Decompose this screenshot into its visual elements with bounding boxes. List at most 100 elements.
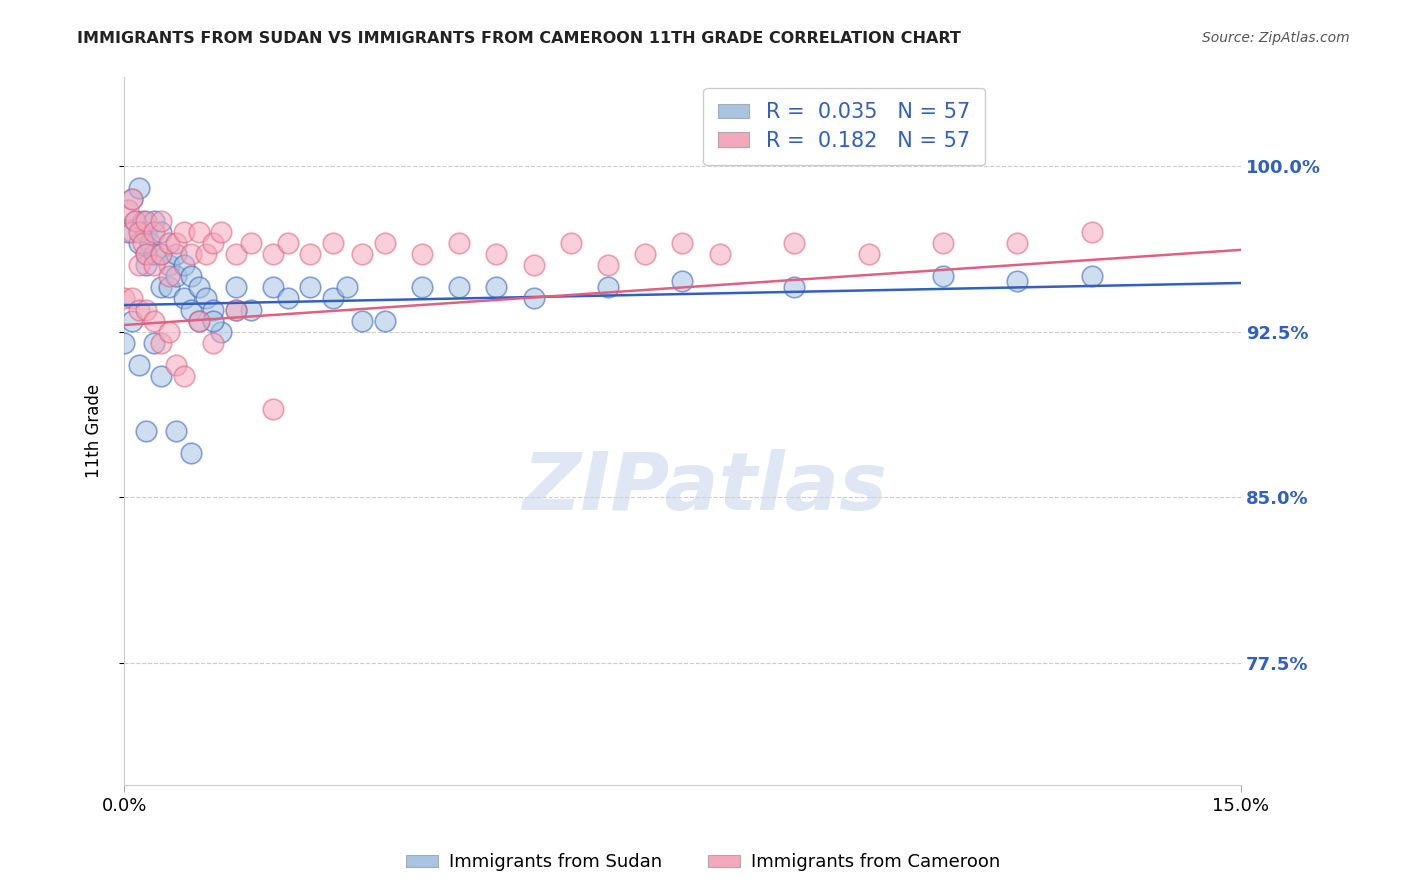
- Point: [135, 214, 157, 228]
- Point: [157, 269, 180, 284]
- Point: [135, 424, 157, 438]
- Point: [135, 225, 157, 239]
- Point: [132, 214, 155, 228]
- Point: [277, 292, 299, 306]
- Point: [142, 225, 165, 239]
- Point: [117, 225, 139, 239]
- Point: [124, 214, 146, 228]
- Point: [121, 313, 143, 327]
- Point: [352, 313, 374, 327]
- Point: [523, 292, 546, 306]
- Point: [634, 247, 657, 261]
- Point: [112, 335, 135, 350]
- Point: [411, 247, 433, 261]
- Point: [202, 335, 225, 350]
- Point: [202, 313, 225, 327]
- Text: IMMIGRANTS FROM SUDAN VS IMMIGRANTS FROM CAMEROON 11TH GRADE CORRELATION CHART: IMMIGRANTS FROM SUDAN VS IMMIGRANTS FROM…: [77, 31, 962, 46]
- Point: [135, 258, 157, 272]
- Point: [239, 236, 262, 251]
- Point: [195, 292, 218, 306]
- Point: [135, 247, 157, 261]
- Point: [157, 236, 180, 251]
- Point: [173, 292, 195, 306]
- Point: [449, 280, 471, 294]
- Point: [858, 247, 880, 261]
- Point: [173, 368, 195, 383]
- Point: [299, 247, 322, 261]
- Point: [187, 313, 209, 327]
- Point: [128, 236, 150, 251]
- Point: [180, 446, 202, 460]
- Point: [124, 214, 146, 228]
- Point: [128, 302, 150, 317]
- Point: [209, 325, 232, 339]
- Text: ZIPatlas: ZIPatlas: [522, 449, 887, 526]
- Point: [239, 302, 262, 317]
- Point: [142, 335, 165, 350]
- Point: [262, 247, 284, 261]
- Point: [783, 280, 806, 294]
- Point: [195, 247, 218, 261]
- Y-axis label: 11th Grade: 11th Grade: [86, 384, 103, 478]
- Point: [225, 280, 247, 294]
- Point: [121, 192, 143, 206]
- Point: [150, 368, 173, 383]
- Point: [142, 214, 165, 228]
- Point: [1081, 225, 1104, 239]
- Point: [180, 269, 202, 284]
- Point: [150, 247, 173, 261]
- Point: [165, 269, 187, 284]
- Point: [142, 258, 165, 272]
- Point: [142, 247, 165, 261]
- Point: [173, 258, 195, 272]
- Point: [128, 258, 150, 272]
- Point: [485, 280, 508, 294]
- Point: [135, 302, 157, 317]
- Point: [187, 225, 209, 239]
- Point: [322, 236, 344, 251]
- Point: [596, 280, 619, 294]
- Point: [523, 258, 546, 272]
- Point: [932, 269, 955, 284]
- Point: [225, 302, 247, 317]
- Point: [128, 181, 150, 195]
- Point: [187, 313, 209, 327]
- Point: [157, 258, 180, 272]
- Point: [165, 247, 187, 261]
- Point: [709, 247, 731, 261]
- Point: [671, 274, 693, 288]
- Point: [352, 247, 374, 261]
- Point: [209, 225, 232, 239]
- Point: [374, 236, 396, 251]
- Point: [121, 225, 143, 239]
- Point: [187, 280, 209, 294]
- Point: [449, 236, 471, 251]
- Point: [128, 225, 150, 239]
- Point: [132, 236, 155, 251]
- Point: [180, 302, 202, 317]
- Point: [157, 280, 180, 294]
- Point: [596, 258, 619, 272]
- Text: Source: ZipAtlas.com: Source: ZipAtlas.com: [1202, 31, 1350, 45]
- Point: [121, 292, 143, 306]
- Point: [150, 335, 173, 350]
- Point: [485, 247, 508, 261]
- Point: [165, 424, 187, 438]
- Point: [142, 313, 165, 327]
- Point: [262, 280, 284, 294]
- Point: [277, 236, 299, 251]
- Point: [262, 402, 284, 417]
- Point: [173, 225, 195, 239]
- Point: [374, 313, 396, 327]
- Point: [783, 236, 806, 251]
- Legend: R =  0.035   N = 57, R =  0.182   N = 57: R = 0.035 N = 57, R = 0.182 N = 57: [703, 87, 984, 165]
- Point: [1081, 269, 1104, 284]
- Point: [150, 280, 173, 294]
- Point: [150, 214, 173, 228]
- Point: [117, 202, 139, 217]
- Point: [411, 280, 433, 294]
- Point: [135, 247, 157, 261]
- Point: [299, 280, 322, 294]
- Point: [121, 192, 143, 206]
- Point: [128, 358, 150, 372]
